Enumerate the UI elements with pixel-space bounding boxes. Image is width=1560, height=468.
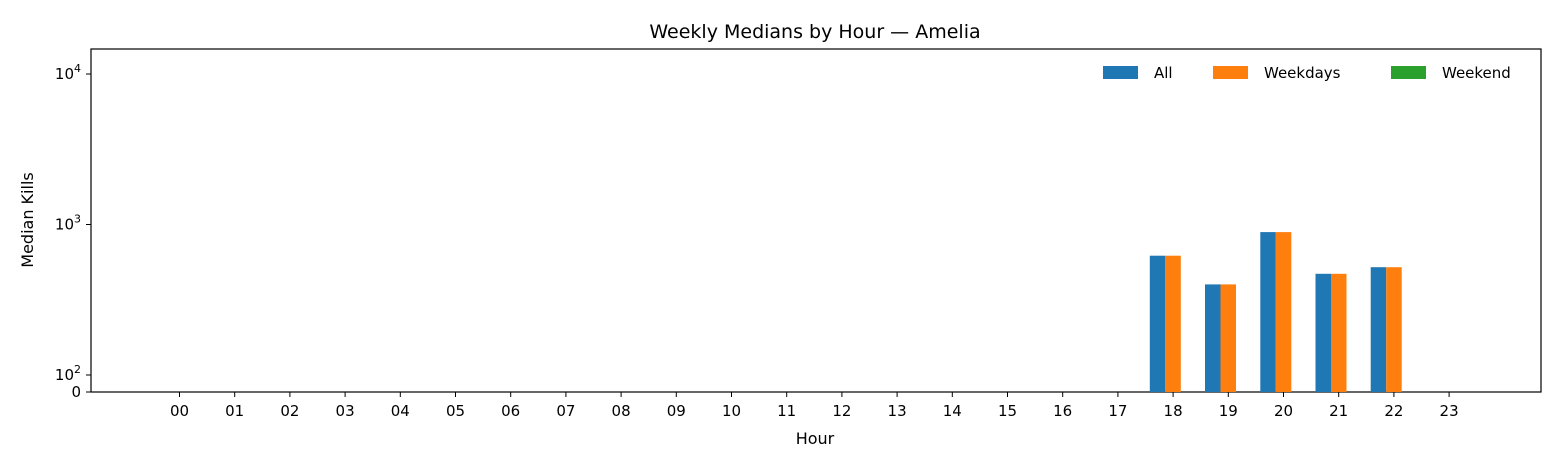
bar-weekdays-20: [1275, 232, 1292, 392]
x-tick-label: 01: [225, 402, 244, 420]
legend-label-all: All: [1154, 64, 1173, 82]
x-tick-label: 11: [777, 402, 796, 420]
y-tick-label: 102: [55, 363, 81, 384]
legend-swatch-weekend: [1391, 66, 1426, 79]
bar-weekdays-18: [1165, 255, 1181, 392]
x-tick-label: 02: [280, 402, 299, 420]
bar-all-18: [1149, 255, 1166, 392]
x-tick-label: 18: [1164, 402, 1183, 420]
bars-group: [1149, 232, 1402, 392]
x-tick-label: 13: [888, 402, 907, 420]
x-tick-label: 19: [1219, 402, 1238, 420]
bar-weekdays-19: [1220, 284, 1236, 392]
legend-label-weekdays: Weekdays: [1264, 64, 1341, 82]
legend: All Weekdays Weekend: [1103, 64, 1511, 82]
x-tick-label: 21: [1329, 402, 1348, 420]
legend-swatch-all: [1103, 66, 1138, 79]
x-tick-label: 06: [501, 402, 520, 420]
x-tick-label: 03: [336, 402, 355, 420]
x-tick-label: 08: [612, 402, 631, 420]
bar-weekdays-21: [1331, 273, 1347, 392]
bar-all-19: [1205, 284, 1221, 392]
x-tick-label: 09: [667, 402, 686, 420]
bar-all-21: [1315, 273, 1331, 392]
x-tick-label: 20: [1274, 402, 1293, 420]
x-tick-label: 23: [1440, 402, 1459, 420]
x-axis: 00 01 02 03 04 05 06 07 08 09 10 11 12 13 14 15 16 17 18 19…: [170, 392, 1459, 420]
legend-swatch-weekdays: [1213, 66, 1248, 79]
y-tick-label: 104: [55, 62, 81, 83]
x-tick-label: 05: [446, 402, 465, 420]
bar-all-22: [1370, 267, 1387, 392]
y-axis-label: Median Kills: [18, 172, 37, 267]
plot-frame: [90, 48, 1542, 393]
x-tick-label: 22: [1384, 402, 1403, 420]
bar-all-20: [1260, 232, 1276, 392]
chart-title: Weekly Medians by Hour — Amelia: [649, 21, 980, 43]
x-axis-label: Hour: [796, 429, 835, 448]
x-tick-label: 07: [556, 402, 575, 420]
x-tick-label: 17: [1108, 402, 1127, 420]
x-tick-label: 12: [832, 402, 851, 420]
x-tick-label: 10: [722, 402, 741, 420]
x-tick-label: 00: [170, 402, 189, 420]
y-tick-label: 0: [71, 383, 81, 401]
x-tick-label: 16: [1053, 402, 1072, 420]
x-tick-label: 14: [943, 402, 962, 420]
legend-label-weekend: Weekend: [1442, 64, 1511, 82]
x-tick-label: 15: [998, 402, 1017, 420]
y-tick-label: 103: [55, 213, 81, 234]
x-tick-label: 04: [391, 402, 410, 420]
bar-weekdays-22: [1386, 267, 1402, 392]
